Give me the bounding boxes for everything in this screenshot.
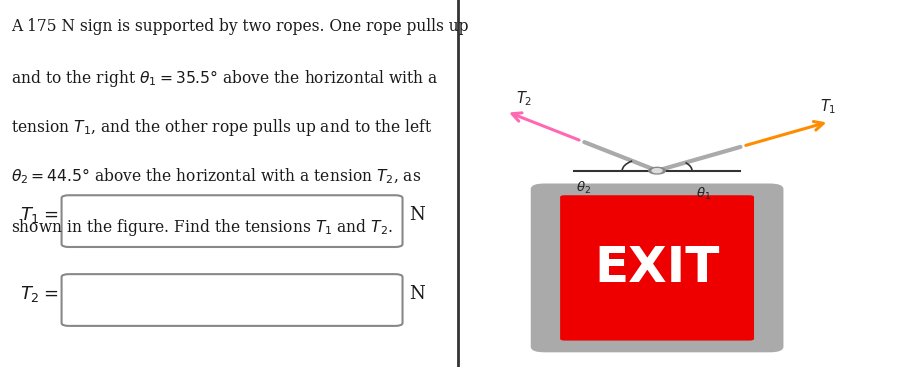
Text: N: N bbox=[409, 284, 425, 303]
FancyBboxPatch shape bbox=[62, 195, 403, 247]
Text: A 175 N sign is supported by two ropes. One rope pulls up: A 175 N sign is supported by two ropes. … bbox=[11, 18, 469, 35]
Text: $\theta_2$: $\theta_2$ bbox=[576, 180, 591, 196]
Text: shown in the figure. Find the tensions $T_1$ and $T_2$.: shown in the figure. Find the tensions $… bbox=[11, 217, 393, 237]
Text: $T_2 =$: $T_2 =$ bbox=[20, 284, 59, 304]
Circle shape bbox=[649, 167, 665, 174]
Text: $\theta_1$: $\theta_1$ bbox=[696, 186, 710, 202]
FancyBboxPatch shape bbox=[531, 184, 783, 352]
FancyBboxPatch shape bbox=[62, 274, 403, 326]
Text: $T_2$: $T_2$ bbox=[516, 89, 532, 108]
Text: $\theta_2 = 44.5°$ above the horizontal with a tension $T_2$, as: $\theta_2 = 44.5°$ above the horizontal … bbox=[11, 167, 422, 186]
FancyBboxPatch shape bbox=[561, 195, 754, 341]
Text: EXIT: EXIT bbox=[595, 244, 720, 292]
Text: tension $T_1$, and the other rope pulls up and to the left: tension $T_1$, and the other rope pulls … bbox=[11, 117, 433, 138]
Text: N: N bbox=[409, 206, 425, 224]
Text: $T_1 =$: $T_1 =$ bbox=[20, 205, 59, 225]
Text: and to the right $\theta_1 = 35.5°$ above the horizontal with a: and to the right $\theta_1 = 35.5°$ abov… bbox=[11, 68, 438, 89]
Text: $T_1$: $T_1$ bbox=[820, 97, 836, 116]
Circle shape bbox=[652, 169, 662, 172]
